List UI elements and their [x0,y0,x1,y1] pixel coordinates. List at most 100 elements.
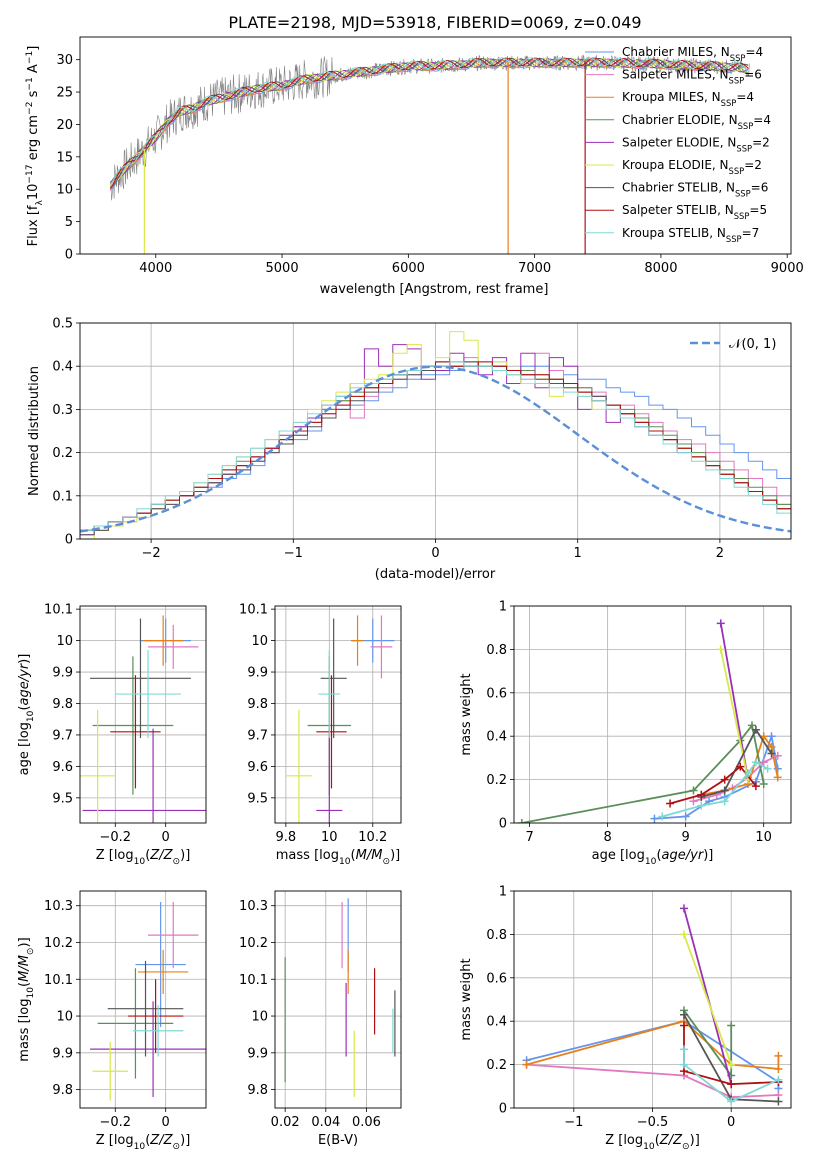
age-vs-mass-ytick-label: 9.9 [247,666,268,681]
spectrum-ytick-label: 15 [56,150,73,165]
weight-vs-age-series-line [662,761,769,818]
weight-vs-z-series-line [683,934,733,1065]
age-vs-mass-ytick-label: 10 [251,634,268,649]
spectrum-title: PLATE=2198, MJD=53918, FIBERID=0069, z=0… [228,13,641,32]
weight-vs-age-point-marker [716,619,725,628]
spectrum-xlabel: wavelength [Angstrom, rest frame] [320,282,549,297]
weight-vs-age-point-marker [747,721,756,730]
weight-vs-age-xtick-label: 9 [682,830,690,845]
spectrum-plot [109,54,750,254]
weight-vs-age-series-line [521,723,765,823]
normal-curve [80,365,791,533]
spectrum-ytick-label: 30 [56,53,73,68]
weight-vs-z-point-marker [679,904,688,913]
histogram-xtick-label: 0 [431,546,439,561]
weight-vs-age-point-marker [751,758,760,767]
legend-entry-label: Kroupa ELODIE, NSSP=2 [622,158,762,176]
histogram-ytick-label: 0.5 [52,317,73,332]
weight-vs-age-point-marker [716,645,725,654]
legend-entry-label: Kroupa MILES, NSSP=4 [622,90,754,108]
spectrum-xtick-label: 9000 [771,261,804,276]
legend-entry-label: Salpeter MILES, NSSP=6 [622,68,762,86]
weight-vs-z-point-marker [679,1010,688,1019]
spectrum-xtick-label: 7000 [518,261,551,276]
age-vs-z-ytick-label: 9.7 [52,728,73,743]
histogram-xtick-label: −1 [284,546,303,561]
weight-vs-age-point-marker [720,797,729,806]
weight-vs-age-point-marker [720,775,729,784]
spectrum-ytick-label: 10 [56,183,73,198]
weight-vs-z-ytick-label: 0.6 [486,971,507,986]
mass-vs-z-ytick-label: 10 [56,1010,73,1025]
legend-entry-label: Salpeter ELODIE, NSSP=2 [622,135,770,153]
weight-vs-age-ytick-label: 0.4 [486,730,507,745]
mass-vs-z-plot [90,902,206,1101]
weight-vs-age-point-marker [767,732,776,741]
mass-vs-z-ytick-label: 10.3 [44,899,73,914]
age-vs-mass-xtick-label: 10.2 [358,830,387,845]
weight-vs-age-ytick-label: 0.6 [486,686,507,701]
age-vs-z-ytick-label: 10 [56,634,73,649]
mass-vs-z-ytick-label: 10.2 [44,936,73,951]
spectrum-ytick-label: 0 [65,248,73,263]
age-vs-mass-xlabel: mass [log10(M/M⊙)] [276,848,400,867]
age-vs-z-plot [80,615,206,823]
mass-vs-ebv-ytick-label: 9.8 [247,1083,268,1098]
histogram-ytick-label: 0 [65,533,73,548]
weight-vs-z-point-marker [679,1021,688,1030]
mass-vs-z-xtick-label: 0 [162,1115,170,1130]
mass-vs-ebv-ytick-label: 10 [251,1010,268,1025]
age-vs-z-ytick-label: 9.6 [52,760,73,775]
age-vs-z-ytick-label: 10.1 [44,603,73,618]
weight-vs-age-ytick-label: 0 [499,817,507,832]
weight-vs-z-ytick-label: 0.8 [486,928,507,943]
mass-vs-z-ytick-label: 10.1 [44,973,73,988]
age-vs-z-ytick-label: 9.9 [52,666,73,681]
weight-vs-age-ytick-label: 0.8 [486,643,507,658]
age-vs-mass-ytick-label: 9.8 [247,697,268,712]
spectrum-ytick-label: 25 [56,86,73,101]
legend-entry-label: Kroupa STELIB, NSSP=7 [622,226,759,244]
spectrum-model-line [109,58,749,184]
histogram-xtick-label: 2 [716,546,724,561]
mass-vs-ebv-xtick-label: 0.04 [311,1115,340,1130]
weight-vs-age-point-marker [517,819,526,823]
mass-vs-ebv-xtick-label: 0.06 [352,1115,381,1130]
spectrum-xtick-label: 5000 [266,261,299,276]
spectrum-xtick-label: 4000 [139,261,172,276]
mass-vs-ebv-ytick-label: 10.1 [239,973,268,988]
weight-vs-age-plot [517,619,782,823]
weight-vs-z-point-marker [774,1097,783,1106]
weight-vs-z-series-line [683,908,733,1085]
weight-vs-z-xtick-label: 0 [727,1115,735,1130]
age-vs-mass-ytick-label: 9.7 [247,728,268,743]
weight-vs-z-xtick-label: −1 [564,1115,583,1130]
histogram-frame [79,322,792,540]
weight-vs-age-xtick-label: 8 [603,830,611,845]
weight-vs-age-point-marker [736,762,745,771]
weight-vs-age-point-marker [658,812,667,821]
weight-vs-z-point-marker [679,930,688,939]
weight-vs-z-series-line [683,1049,779,1103]
spectrum-model-line [109,59,749,188]
histogram-plot [80,331,791,539]
mass-vs-ebv-xtick-label: 0.02 [271,1115,300,1130]
histogram-series-step [80,361,791,539]
weight-vs-age-frame [513,605,792,824]
weight-vs-z-frame [513,890,792,1109]
weight-vs-z-ytick-label: 0.2 [486,1058,507,1073]
age-vs-z-ytick-label: 9.8 [52,697,73,712]
legend-entry-label: Chabrier ELODIE, NSSP=4 [622,113,771,131]
spectrum-ytick-label: 5 [65,215,73,230]
histogram-ytick-label: 0.1 [52,489,73,504]
weight-vs-age-point-marker [720,786,729,795]
mass-vs-ebv-frame [274,890,402,1109]
weight-vs-z-point-marker [679,1060,688,1069]
weight-vs-age-series-line [701,727,773,798]
weight-vs-z-point-marker [727,1060,736,1069]
legend-entry-label: Chabrier STELIB, NSSP=6 [622,181,768,199]
mass-vs-ebv-plot [284,898,396,1097]
weight-vs-z-point-marker [774,1075,783,1084]
